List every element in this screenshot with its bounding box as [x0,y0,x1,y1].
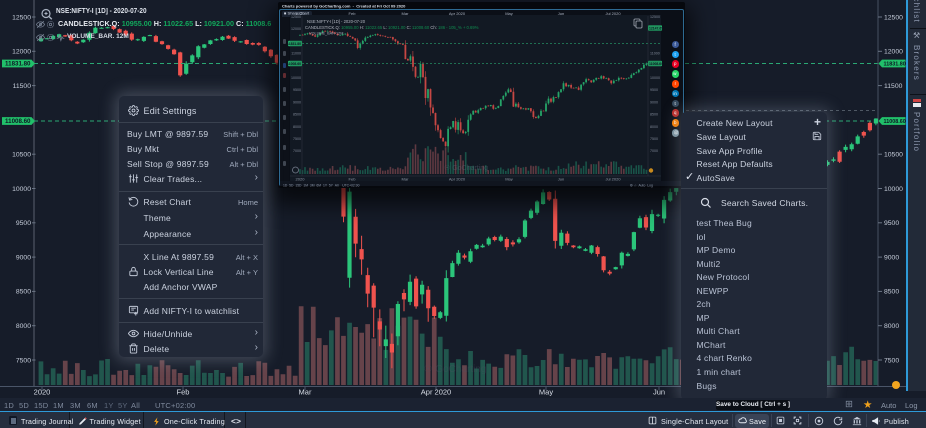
svg-text:Apr 2020: Apr 2020 [449,177,466,182]
svg-text:Mar: Mar [299,388,312,397]
svg-text:8500: 8500 [650,113,658,117]
svg-text:7000: 7000 [650,149,658,153]
svg-text:12500: 12500 [291,15,301,19]
svg-text:11008.60: 11008.60 [884,119,906,125]
svg-text:11831.80: 11831.80 [287,42,301,46]
svg-text:8000: 8000 [884,323,899,330]
svg-text:CANDLESTICK.Q: 10955.00 H: 110: CANDLESTICK.Q: 10955.00 H: 11022.65 L: 1… [305,25,479,30]
svg-text:Feb: Feb [177,388,190,397]
svg-text:9000: 9000 [650,100,658,104]
svg-text:Jun: Jun [653,388,665,397]
svg-text:Jul 2020: Jul 2020 [605,177,621,182]
svg-text:Apr 2020: Apr 2020 [449,11,466,16]
svg-text:8500: 8500 [293,113,301,117]
svg-text:Apr 2020: Apr 2020 [421,388,451,397]
svg-text:9500: 9500 [16,220,31,227]
svg-text:11831.80: 11831.80 [5,61,31,68]
svg-text:Feb: Feb [349,11,357,16]
svg-text:8000: 8000 [650,125,658,129]
svg-text:10000: 10000 [650,76,660,80]
svg-text:10000: 10000 [884,186,903,193]
svg-text:11500: 11500 [884,83,903,90]
svg-text:7500: 7500 [16,357,31,364]
svg-text:12000: 12000 [884,49,903,56]
svg-text:May: May [539,388,553,397]
svg-text:11000: 11000 [291,52,301,56]
svg-text:7500: 7500 [293,137,301,141]
svg-text:11500: 11500 [13,83,32,90]
svg-text:9000: 9000 [293,100,301,104]
svg-text:12000: 12000 [12,49,31,56]
svg-text:9000: 9000 [16,254,31,261]
svg-text:10000: 10000 [291,76,301,80]
svg-text:9500: 9500 [293,88,301,92]
svg-text:☉ GoCharting: ☉ GoCharting [424,364,487,375]
svg-text:7000: 7000 [293,149,301,153]
svg-text:Jul 2020: Jul 2020 [605,11,621,16]
svg-text:VOLUME_BAR 12M: VOLUME_BAR 12M [309,32,343,36]
svg-text:11000: 11000 [650,52,660,56]
svg-text:Jun: Jun [558,11,564,16]
svg-text:2020: 2020 [296,177,306,182]
svg-text:2020: 2020 [34,388,51,397]
svg-text:11008.60: 11008.60 [287,62,301,66]
svg-text:8000: 8000 [16,323,31,330]
svg-text:Feb: Feb [349,177,357,182]
svg-text:11008.60: 11008.60 [5,118,31,125]
svg-text:9000: 9000 [884,254,899,261]
svg-text:Jun: Jun [558,177,564,182]
svg-text:9500: 9500 [884,220,899,227]
svg-text:8500: 8500 [16,289,31,296]
svg-text:9500: 9500 [650,88,658,92]
svg-text:10000: 10000 [12,186,31,193]
svg-text:Mar: Mar [402,11,410,16]
svg-text:NSE:NIFTY-I [1D] - 2020-07-20: NSE:NIFTY-I [1D] - 2020-07-20 [307,19,366,24]
svg-text:11831.80: 11831.80 [884,62,906,68]
svg-text:May: May [505,177,513,182]
svg-text:10500: 10500 [12,152,31,159]
svg-text:12500: 12500 [650,15,660,19]
svg-text:11008.60: 11008.60 [649,62,663,66]
svg-text:12000: 12000 [291,27,301,31]
svg-text:12500: 12500 [12,14,31,21]
svg-text:12500: 12500 [884,14,903,21]
svg-text:10500: 10500 [884,152,903,159]
svg-text:7500: 7500 [884,357,899,364]
svg-text:☉ GoCharting: ☉ GoCharting [444,164,488,172]
svg-text:8500: 8500 [884,289,899,296]
svg-text:May: May [505,11,513,16]
svg-text:Mar: Mar [402,177,410,182]
svg-text:2020: 2020 [296,11,306,16]
svg-text:12147.65: 12147.65 [649,26,663,30]
svg-text:7500: 7500 [650,137,658,141]
svg-text:8000: 8000 [293,125,301,129]
